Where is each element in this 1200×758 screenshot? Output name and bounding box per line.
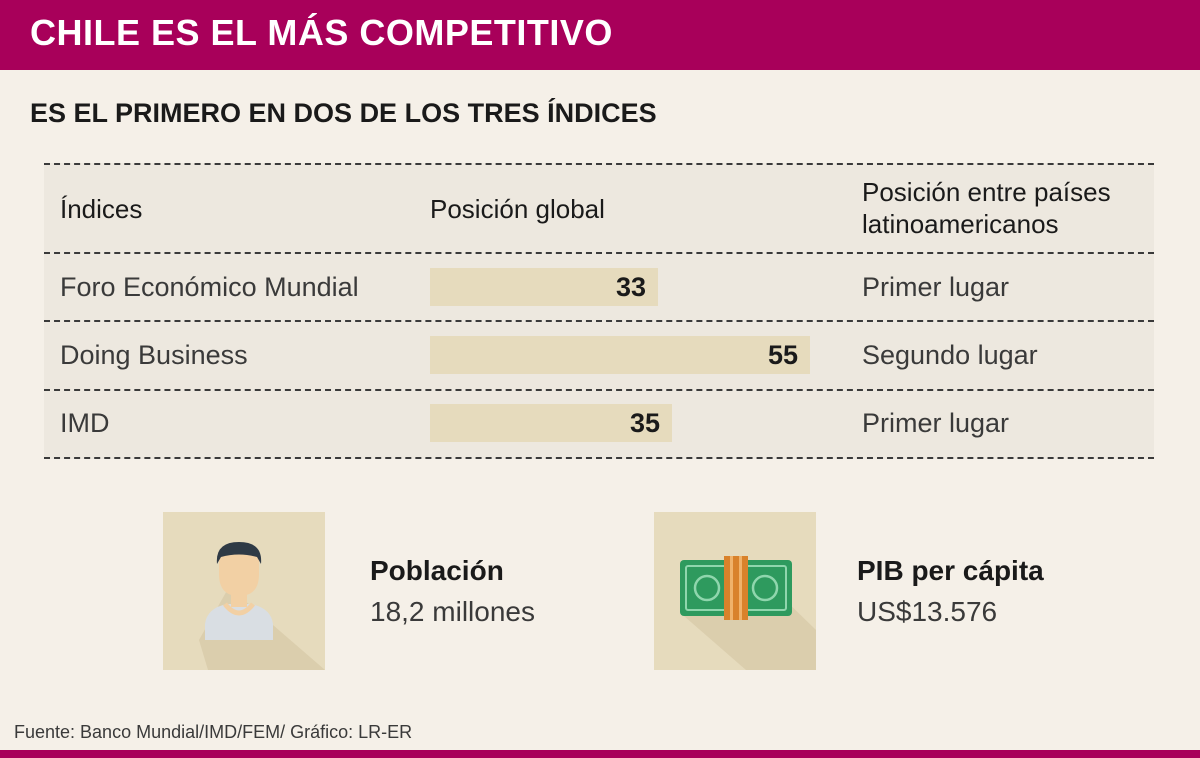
bar-value-imd: 35 xyxy=(629,408,660,438)
bar-value-fem: 33 xyxy=(615,272,646,302)
banknote-icon xyxy=(680,556,816,670)
gdp-value: US$13.576 xyxy=(857,596,998,627)
page-title: CHILE ES EL MÁS COMPETITIVO xyxy=(30,12,613,53)
footer-band xyxy=(0,750,1200,758)
bar-value-doing-business: 55 xyxy=(767,340,798,370)
divider-row-1 xyxy=(44,320,1154,322)
population-label: Población xyxy=(370,555,504,586)
latam-position-fem: Primer lugar xyxy=(862,272,1010,302)
divider-header xyxy=(44,252,1154,254)
divider-row-2 xyxy=(44,389,1154,391)
divider-top xyxy=(44,163,1154,165)
column-header-latam-line1: Posición entre países xyxy=(862,177,1111,207)
row-label-fem: Foro Económico Mundial xyxy=(60,272,359,302)
latam-position-imd: Primer lugar xyxy=(862,408,1010,438)
gdp-icon-box xyxy=(654,512,816,670)
divider-bottom xyxy=(44,457,1154,459)
header-band: CHILE ES EL MÁS COMPETITIVO xyxy=(0,0,1200,70)
chart-subtitle: ES EL PRIMERO EN DOS DE LOS TRES ÍNDICES xyxy=(30,98,657,128)
column-header-global: Posición global xyxy=(430,194,605,224)
column-header-index: Índices xyxy=(60,194,143,224)
bar-imd xyxy=(430,404,672,442)
row-label-doing-business: Doing Business xyxy=(60,340,248,370)
person-icon xyxy=(199,542,325,670)
bar-doing-business xyxy=(430,336,810,374)
source-note: Fuente: Banco Mundial/IMD/FEM/ Gráfico: … xyxy=(14,722,413,742)
bar-fem xyxy=(430,268,658,306)
population-value: 18,2 millones xyxy=(370,596,535,627)
column-header-latam-line2: latinoamericanos xyxy=(862,209,1059,239)
gdp-label: PIB per cápita xyxy=(857,555,1044,586)
row-label-imd: IMD xyxy=(60,408,110,438)
population-icon-box xyxy=(163,512,325,670)
latam-position-doing-business: Segundo lugar xyxy=(862,340,1038,370)
